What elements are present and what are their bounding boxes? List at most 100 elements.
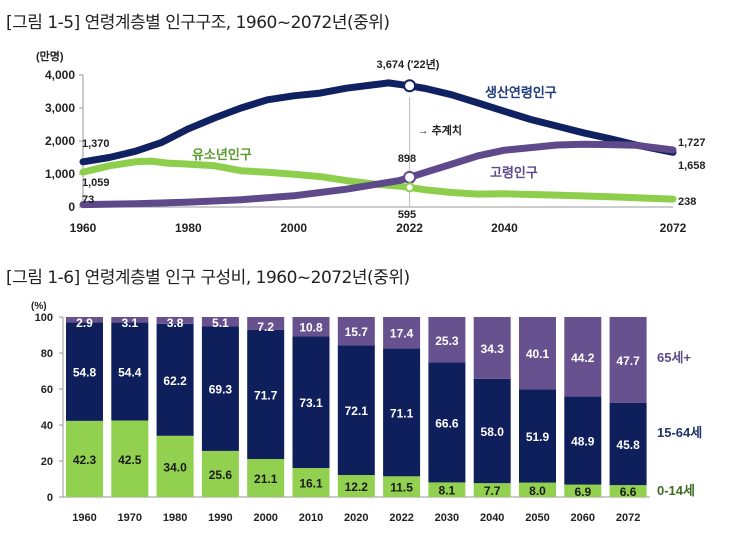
legend-label: 15-64세 — [657, 425, 702, 440]
bar-segment — [609, 317, 647, 403]
x-tick-label: 2020 — [344, 512, 368, 524]
bar-value-label: 5.1 — [212, 316, 229, 330]
data-label: 238 — [678, 196, 696, 208]
bar-segment — [111, 317, 149, 323]
bar-value-label: 11.5 — [390, 481, 413, 495]
bar-segment — [383, 317, 421, 349]
highlight-point — [403, 79, 417, 93]
bar-value-label: 8.0 — [529, 484, 546, 498]
series-line-1 — [79, 157, 677, 203]
bar-value-label: 72.1 — [345, 404, 369, 418]
bar-segment — [66, 420, 103, 497]
bar-segment — [473, 317, 511, 379]
x-tick-label: 2000 — [280, 221, 307, 235]
bar-value-label: 58.0 — [481, 425, 505, 439]
bar-value-label: 71.7 — [254, 388, 278, 402]
data-label: 1,059 — [82, 177, 110, 189]
bar-value-label: 42.5 — [118, 453, 142, 467]
bar-value-label: 62.2 — [163, 374, 187, 388]
data-label: 898 — [398, 153, 416, 165]
x-tick-label: 2040 — [491, 221, 518, 235]
y-tick-label: 100 — [35, 312, 53, 324]
bar-value-label: 42.3 — [73, 453, 97, 467]
bar-value-label: 6.9 — [574, 485, 591, 499]
x-tick-label: 2022 — [396, 221, 423, 235]
bar-segment — [428, 317, 466, 363]
bar-value-label: 21.1 — [254, 472, 278, 486]
bar-segment — [564, 396, 602, 485]
y-axis-label: (%) — [31, 301, 47, 312]
data-label: 1,727 — [678, 137, 706, 149]
y-tick-label: 60 — [41, 384, 53, 396]
bar-segment — [337, 317, 375, 346]
bar-segment — [111, 322, 149, 421]
bar-segment — [156, 317, 194, 324]
y-tick-label: 20 — [41, 456, 53, 468]
bar-segment — [111, 420, 149, 497]
bar-value-label: 25.3 — [435, 334, 459, 348]
x-tick-label: 2030 — [435, 512, 459, 524]
bar-segment — [383, 476, 421, 497]
data-label: 3,674 ('22년) — [377, 57, 440, 71]
bar-value-label: 15.7 — [345, 325, 369, 339]
bar-value-label: 54.4 — [118, 366, 142, 380]
data-label: 1,658 — [678, 160, 706, 172]
x-tick-label: 2010 — [299, 512, 323, 524]
bar-value-label: 3.1 — [121, 316, 138, 330]
bar-segment — [292, 468, 330, 497]
bar-segment — [247, 329, 285, 460]
bar-value-label: 6.6 — [620, 485, 637, 499]
bar-segment — [383, 348, 421, 477]
bar-value-label: 3.8 — [167, 316, 184, 330]
bar-segment — [66, 317, 103, 323]
bar-segment — [201, 326, 239, 451]
x-tick-label: 2000 — [253, 512, 277, 524]
bar-value-label: 34.3 — [481, 342, 505, 356]
bar-value-label: 7.7 — [484, 484, 501, 498]
bar-value-label: 8.1 — [439, 484, 456, 498]
series-line-0 — [79, 79, 677, 166]
bar-segment — [519, 482, 556, 497]
bar-value-label: 34.0 — [163, 460, 187, 474]
y-tick-label: 4,000 — [45, 68, 75, 82]
x-tick-label: 1970 — [118, 512, 142, 524]
y-tick-label: 0 — [68, 200, 75, 214]
y-tick-label: 2,000 — [45, 134, 75, 148]
bar-value-label: 2.9 — [76, 316, 93, 330]
bar-segment — [519, 389, 556, 483]
bar-segment — [201, 450, 239, 497]
bar-segment — [473, 378, 511, 484]
chart-title-2: [그림 1-6] 연령계층별 인구 구성비, 1960~2072년(중위) — [6, 268, 410, 288]
bar-segment — [609, 485, 647, 497]
bar-segment — [292, 336, 330, 469]
highlight-point — [404, 182, 415, 193]
bar-value-label: 71.1 — [390, 406, 414, 420]
bar-value-label: 10.8 — [299, 321, 323, 335]
bar-value-label: 12.2 — [345, 480, 369, 494]
x-tick-label: 2050 — [525, 512, 549, 524]
bar-value-label: 48.9 — [571, 435, 595, 449]
y-axis-label: (만명) — [36, 49, 64, 63]
series-label: 유소년인구 — [192, 147, 252, 162]
bar-value-label: 66.6 — [435, 416, 459, 430]
series-line-2 — [79, 140, 677, 209]
y-tick-label: 80 — [41, 348, 53, 360]
bar-segment — [292, 317, 330, 337]
y-tick-label: 40 — [41, 420, 53, 432]
bar-segment — [66, 322, 103, 421]
x-tick-label: 2060 — [571, 512, 595, 524]
bar-segment — [156, 435, 194, 497]
x-tick-label: 1980 — [175, 221, 202, 235]
x-tick-label: 1960 — [70, 221, 97, 235]
x-tick-label: 1990 — [208, 512, 232, 524]
x-tick-label: 2022 — [389, 512, 413, 524]
bar-segment — [564, 317, 602, 397]
y-tick-label: 1,000 — [45, 167, 75, 181]
series-label: 생산연령인구 — [485, 85, 557, 100]
bar-segment — [609, 402, 647, 486]
bar-segment — [337, 475, 375, 497]
bar-segment — [428, 482, 466, 497]
bar-value-label: 17.4 — [390, 327, 414, 341]
